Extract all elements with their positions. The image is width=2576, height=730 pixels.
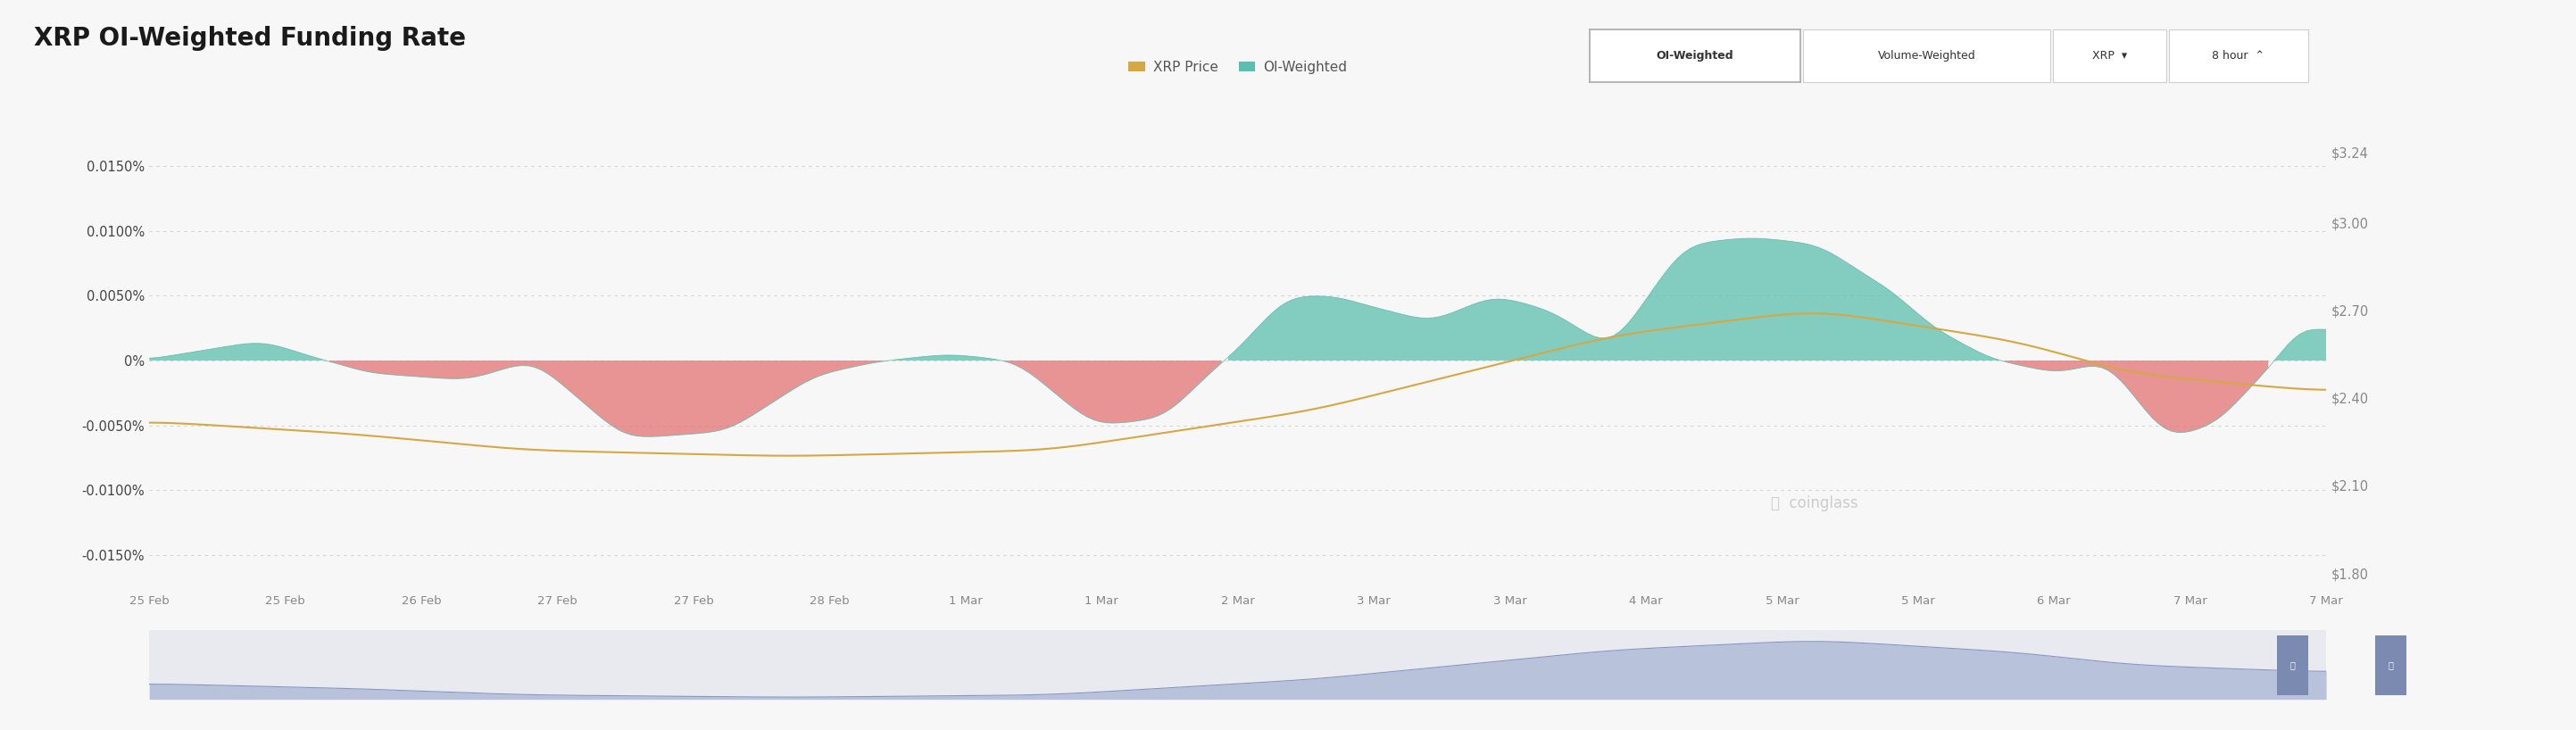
- Text: 🦎  coinglass: 🦎 coinglass: [1772, 496, 1857, 512]
- Text: ⏸: ⏸: [2290, 661, 2295, 669]
- Text: XRP OI-Weighted Funding Rate: XRP OI-Weighted Funding Rate: [33, 26, 466, 50]
- Text: OI-Weighted: OI-Weighted: [1656, 50, 1734, 61]
- Text: 8 hour  ⌃: 8 hour ⌃: [2213, 50, 2264, 61]
- Text: Volume-Weighted: Volume-Weighted: [1878, 50, 1976, 61]
- Legend: XRP Price, OI-Weighted: XRP Price, OI-Weighted: [1123, 55, 1352, 79]
- Text: XRP  ▾: XRP ▾: [2092, 50, 2128, 61]
- Text: ⏸: ⏸: [2388, 661, 2393, 669]
